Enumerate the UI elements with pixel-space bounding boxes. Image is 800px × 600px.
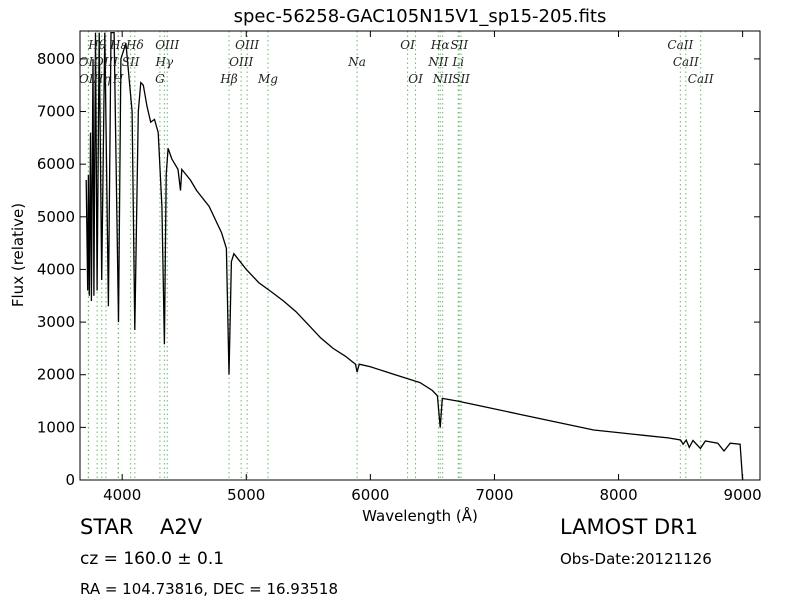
spectral-line-label: OI <box>400 38 415 52</box>
spectral-line-label: OIII <box>155 38 179 52</box>
spectral-line-label: H <box>112 72 124 86</box>
x-tick-label: 9000 <box>724 486 762 504</box>
spectral-line-label: SII <box>122 55 140 69</box>
spectral-line-label: OIII <box>94 55 118 69</box>
plot <box>85 31 744 480</box>
y-tick-label: 4000 <box>37 260 75 278</box>
y-tick-label: 0 <box>65 471 75 489</box>
spectral-line-label: Hδ <box>125 38 144 52</box>
subclass: A2V <box>160 515 203 539</box>
spectral-line-label: OII <box>79 55 99 69</box>
coords: RA = 104.73816, DEC = 16.93518 <box>80 580 338 598</box>
y-tick-label: 2000 <box>37 366 75 384</box>
spectral-line-label: Na <box>347 55 366 69</box>
spectral-line-label: Hβ <box>219 72 237 86</box>
spectral-line-label: NII <box>427 55 448 69</box>
spectral-line-label: Mg <box>257 72 278 86</box>
frame <box>79 30 761 481</box>
y-tick-label: 7000 <box>37 103 75 121</box>
y-tick-label: 6000 <box>37 155 75 173</box>
spectral-line-label: Hγ <box>155 55 174 69</box>
spectral-line-label: SII <box>450 38 468 52</box>
y-axis-label: Flux (relative) <box>9 203 27 307</box>
spectral-line-label: G <box>155 72 165 86</box>
x-tick-label: 5000 <box>227 486 265 504</box>
x-axis-label: Wavelength (Å) <box>362 506 478 525</box>
y-tick-label: 1000 <box>37 418 75 436</box>
y-tick-label: 8000 <box>37 50 75 68</box>
axes: 4000 5000 6000 7000 8000 9000 0 1000 2000 3000 400… <box>37 31 762 504</box>
spectral-line-label: Hθ <box>87 38 106 52</box>
spectral-line-label: OIII <box>235 38 259 52</box>
x-tick-label: 7000 <box>475 486 513 504</box>
spectral-line-label: CaII <box>688 72 714 86</box>
spectral-lines <box>87 31 702 480</box>
spectral-line-label: CaII <box>667 38 693 52</box>
object-class: STAR <box>80 515 133 539</box>
chart-title: spec-56258-GAC105N15V1_sp15-205.fits <box>234 6 607 27</box>
x-tick-label: 4000 <box>103 486 141 504</box>
x-tick-label: 8000 <box>599 486 637 504</box>
spectral-line-label: OII <box>79 72 99 86</box>
survey: LAMOST DR1 <box>560 515 698 539</box>
y-tick-label: 5000 <box>37 208 75 226</box>
y-tick-label: 3000 <box>37 313 75 331</box>
spectral-line-label: OIII <box>229 55 253 69</box>
spectrum <box>85 31 744 480</box>
spectral-line-label: NII <box>432 72 453 86</box>
spectral-line-label: OI <box>408 72 423 86</box>
spectral-line-label: Hα <box>430 38 450 52</box>
spectral-line-label: Li <box>451 55 464 69</box>
x-tick-label: 6000 <box>351 486 389 504</box>
obs-date: Obs-Date:20121126 <box>560 550 712 568</box>
redshift: cz = 160.0 ± 0.1 <box>80 549 224 569</box>
spectral-line-label: SII <box>452 72 470 86</box>
spectral-line-label: Hε <box>109 38 127 52</box>
spectral-line-label: CaII <box>673 55 699 69</box>
spectral-line-label: Hη <box>92 72 111 86</box>
